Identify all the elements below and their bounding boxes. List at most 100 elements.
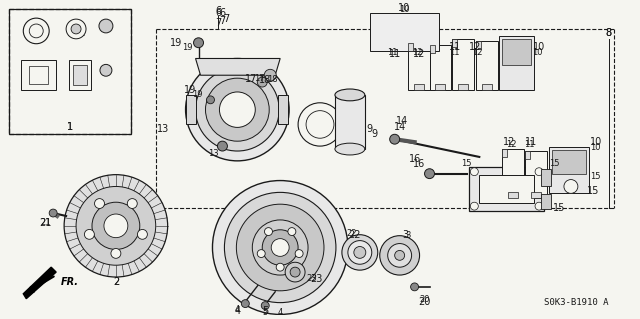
Text: 11: 11 (388, 48, 401, 59)
Circle shape (564, 180, 578, 193)
Text: 9: 9 (367, 124, 373, 134)
Circle shape (295, 250, 303, 257)
Text: 10: 10 (589, 137, 602, 147)
Text: 17: 17 (254, 74, 264, 83)
Polygon shape (502, 39, 531, 65)
Circle shape (218, 141, 227, 151)
Text: 4: 4 (278, 308, 283, 317)
Circle shape (342, 235, 378, 270)
Circle shape (288, 228, 296, 235)
Circle shape (535, 168, 543, 176)
Circle shape (220, 92, 255, 127)
Text: 16: 16 (413, 159, 426, 169)
Text: 19: 19 (170, 38, 182, 48)
Circle shape (257, 77, 268, 87)
Circle shape (262, 230, 298, 265)
Text: 4: 4 (235, 305, 240, 314)
Ellipse shape (335, 143, 365, 155)
Text: 12: 12 (469, 42, 481, 52)
Text: 23: 23 (307, 274, 317, 284)
Circle shape (271, 239, 289, 256)
Text: 12: 12 (412, 48, 423, 57)
Circle shape (348, 241, 372, 264)
Text: 9: 9 (372, 129, 378, 139)
Circle shape (424, 169, 435, 179)
Circle shape (411, 283, 419, 291)
Text: S0K3-B1910 A: S0K3-B1910 A (544, 298, 609, 307)
Text: 3: 3 (405, 231, 410, 240)
Polygon shape (549, 147, 589, 193)
Circle shape (388, 244, 412, 267)
Circle shape (95, 199, 104, 208)
Text: 15: 15 (587, 186, 599, 197)
Polygon shape (335, 95, 365, 149)
Polygon shape (541, 169, 551, 187)
Polygon shape (452, 39, 474, 90)
Polygon shape (408, 43, 413, 51)
Text: 23: 23 (310, 274, 322, 284)
Polygon shape (531, 192, 541, 198)
Text: 22: 22 (347, 229, 357, 238)
Polygon shape (278, 95, 288, 124)
Circle shape (64, 174, 168, 277)
Text: 6: 6 (220, 8, 225, 18)
Text: 7: 7 (220, 16, 225, 26)
Text: 6: 6 (216, 8, 221, 18)
Circle shape (196, 68, 279, 151)
Text: 20: 20 (419, 297, 431, 307)
Text: 11: 11 (524, 140, 534, 149)
Polygon shape (525, 151, 530, 159)
Text: 6: 6 (216, 6, 221, 16)
Circle shape (92, 202, 140, 249)
Circle shape (49, 209, 57, 217)
Circle shape (264, 228, 273, 235)
Polygon shape (483, 84, 492, 90)
Polygon shape (502, 149, 507, 157)
Circle shape (252, 220, 308, 275)
Text: 15: 15 (461, 159, 472, 168)
Polygon shape (10, 9, 131, 134)
Circle shape (354, 247, 366, 258)
Polygon shape (452, 39, 458, 47)
Circle shape (298, 103, 342, 146)
Text: 11: 11 (449, 48, 460, 57)
Polygon shape (429, 45, 451, 90)
Text: 8: 8 (605, 28, 612, 38)
Text: 10: 10 (397, 3, 410, 13)
Circle shape (23, 18, 49, 44)
Text: FR.: FR. (61, 277, 79, 287)
Text: 15: 15 (591, 172, 601, 181)
Polygon shape (541, 194, 551, 209)
Polygon shape (458, 84, 468, 90)
Text: 2: 2 (113, 277, 119, 287)
Circle shape (470, 168, 478, 176)
Circle shape (290, 267, 300, 277)
Polygon shape (469, 167, 544, 211)
Circle shape (205, 78, 269, 141)
Circle shape (285, 262, 305, 282)
Circle shape (380, 236, 420, 275)
Circle shape (186, 58, 289, 161)
Circle shape (76, 187, 156, 265)
Circle shape (104, 214, 128, 238)
Text: 10: 10 (399, 5, 410, 14)
Polygon shape (69, 61, 91, 90)
Text: 3: 3 (403, 230, 409, 240)
Polygon shape (29, 66, 48, 84)
Circle shape (261, 302, 269, 309)
Text: 7: 7 (223, 14, 230, 24)
Polygon shape (502, 149, 524, 198)
Circle shape (66, 19, 86, 39)
Text: 7: 7 (215, 18, 221, 28)
Polygon shape (408, 43, 429, 90)
Polygon shape (525, 151, 547, 198)
Circle shape (276, 263, 284, 271)
Text: 19: 19 (192, 90, 203, 100)
Polygon shape (508, 192, 518, 198)
Circle shape (535, 202, 543, 210)
Circle shape (84, 229, 94, 239)
Circle shape (470, 202, 478, 210)
Text: 12: 12 (503, 137, 515, 147)
Circle shape (71, 24, 81, 34)
Text: 21: 21 (39, 218, 51, 228)
